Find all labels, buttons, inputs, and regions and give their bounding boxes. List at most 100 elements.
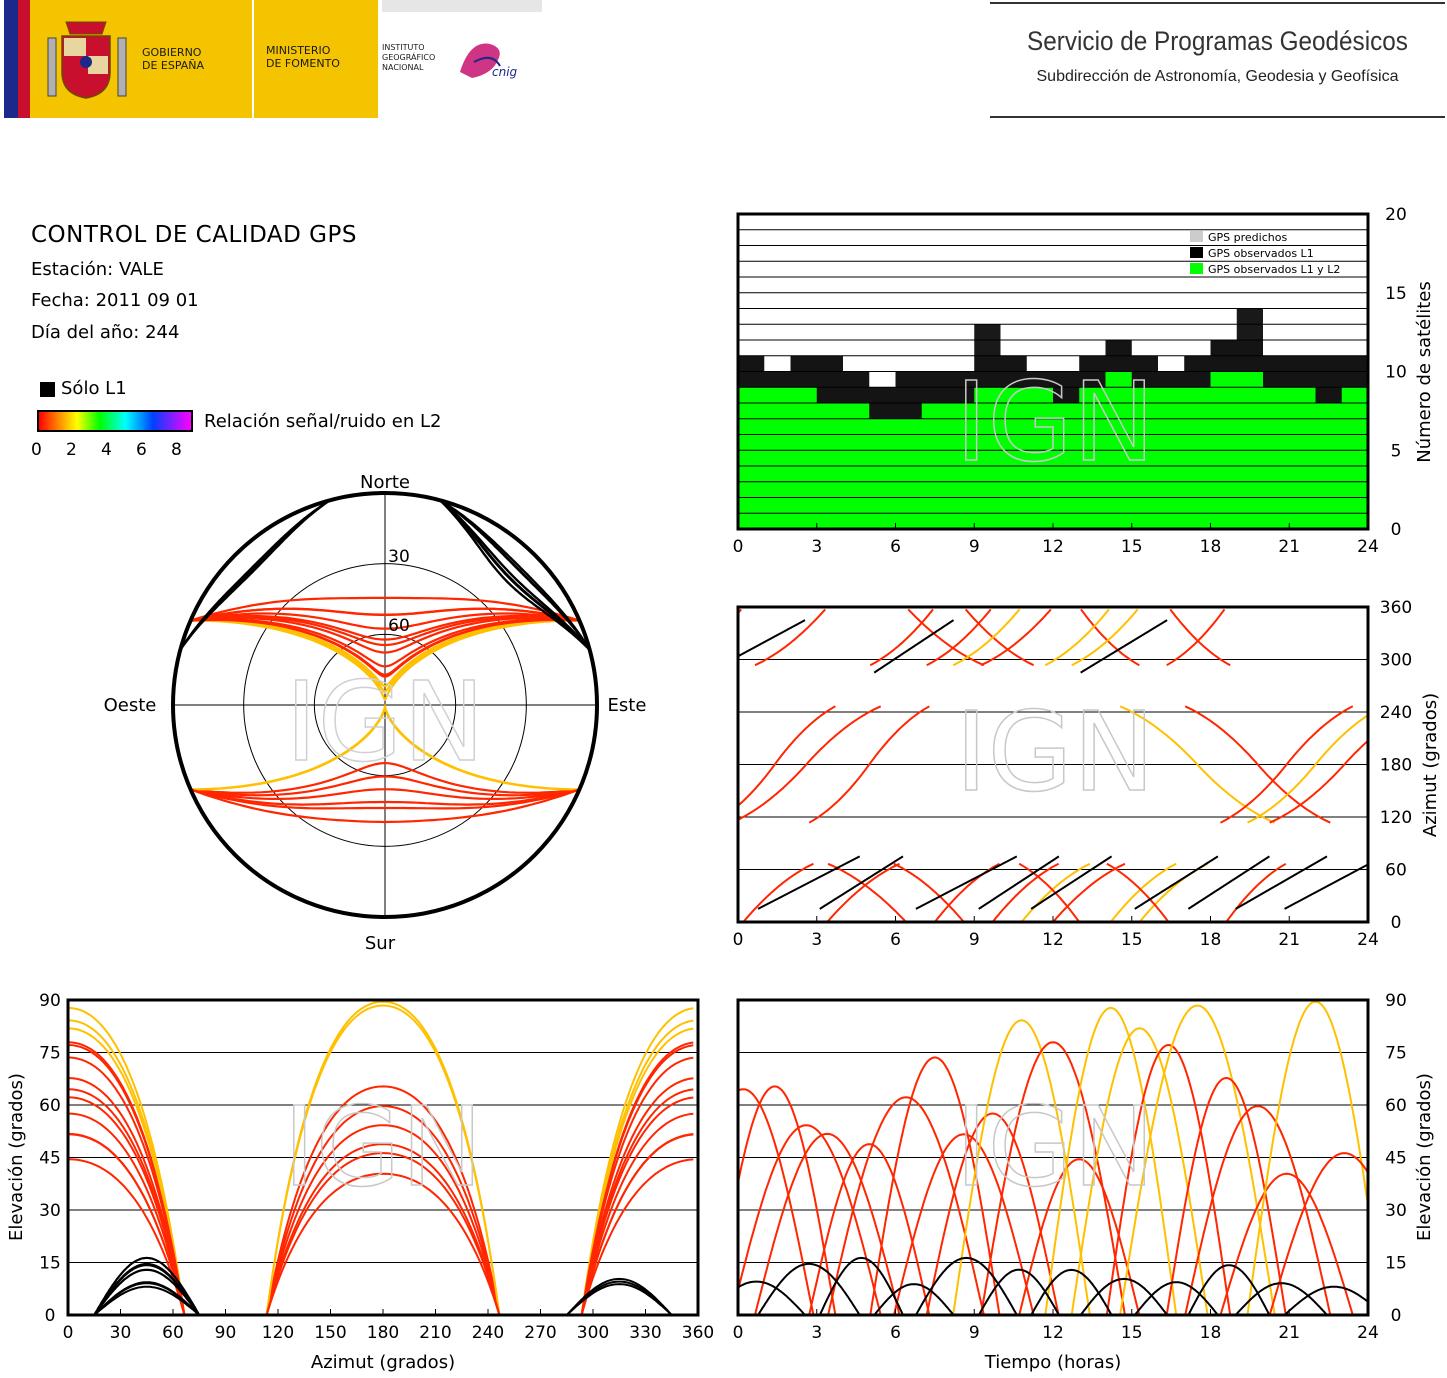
x-tick-label: 120: [262, 1323, 294, 1343]
elevation-time-track: [808, 1143, 931, 1315]
elevation-time-track: [738, 1085, 837, 1315]
azimuth-track: [738, 608, 814, 922]
east-label: Este: [608, 695, 647, 716]
elevation-time-track: [925, 1112, 1060, 1315]
x-tick-label: 24: [1357, 537, 1379, 557]
legend-swatch-l1: [1190, 247, 1203, 258]
l1-only-swatch: [40, 382, 55, 397]
x-tick-label: 150: [314, 1323, 346, 1343]
elevation-azimuth-track: [68, 1044, 694, 1315]
x-tick-label: 0: [733, 1323, 744, 1343]
x-tick-label: 21: [1278, 1323, 1300, 1343]
legend-predicted: GPS predichos: [1208, 231, 1287, 244]
y-tick-label: 60: [1385, 1096, 1407, 1116]
elevation-time-track: [738, 1124, 882, 1315]
sky-track: [190, 612, 580, 630]
y-tick-label: 75: [39, 1044, 61, 1064]
eu-flag-stripe: [4, 0, 18, 118]
ring-label-30: 30: [388, 547, 410, 567]
azimuth-track: [873, 619, 955, 674]
y-axis-label: Elevación (grados): [1414, 1073, 1435, 1241]
snr-tick: 6: [136, 440, 147, 460]
ign-watermark: IGN: [955, 688, 1155, 816]
azimuth-track: [827, 608, 985, 922]
x-tick-label: 9: [969, 537, 980, 557]
y-tick-label: 75: [1385, 1044, 1407, 1064]
elevation-time-track: [1187, 1264, 1271, 1315]
snr-tick: 4: [101, 440, 112, 460]
coat-of-arms-icon: [47, 21, 127, 99]
logo-text-line: INSTITUTO: [382, 43, 425, 52]
y-tick-label: 240: [1380, 703, 1412, 723]
logo-text-line: GEOGRÁFICO: [382, 51, 435, 62]
x-tick-label: 21: [1278, 537, 1300, 557]
y-tick-label: 30: [39, 1201, 61, 1221]
skyplot: IGN Norte Sur Este Oeste 30 60: [104, 472, 647, 954]
elevation-time-track: [1079, 1277, 1168, 1315]
south-label: Sur: [365, 933, 396, 954]
sky-track: [179, 499, 331, 651]
azimuth-track: [738, 705, 882, 821]
sky-track: [190, 619, 580, 702]
azimuth-track: [1166, 608, 1287, 922]
sky-track: [439, 499, 591, 651]
elevation-azimuth-track: [93, 1282, 200, 1315]
sky-track: [190, 618, 580, 676]
ign-watermark: IGN: [955, 358, 1155, 486]
report-title: CONTROL DE CALIDAD GPS: [31, 222, 357, 248]
legend: GPS predichos GPS observados L1 GPS obse…: [1190, 231, 1340, 276]
elevation-azimuth-track: [566, 1277, 673, 1315]
y-tick-label: 10: [1385, 363, 1407, 383]
ring-label-60: 60: [388, 616, 410, 636]
ign-watermark: IGN: [285, 658, 485, 786]
elevation-azimuth-track: [566, 1283, 673, 1315]
sky-track: [439, 499, 591, 651]
azimuth-track: [926, 608, 1060, 922]
azimuth-track: [808, 705, 930, 824]
y-tick-label: 90: [39, 991, 61, 1011]
azimuth-track: [980, 608, 1126, 922]
elevation-time-track: [869, 1056, 1001, 1315]
logo-text-line: MINISTERIO: [266, 44, 331, 57]
y-tick-label: 45: [39, 1149, 61, 1169]
azimuth-track: [1187, 855, 1270, 910]
x-tick-label: 18: [1200, 1323, 1222, 1343]
x-tick-label: 240: [472, 1323, 504, 1343]
x-tick-label: 330: [629, 1323, 661, 1343]
sky-track: [190, 619, 580, 693]
sky-track: [190, 616, 580, 654]
legend-l1: GPS observados L1: [1208, 247, 1314, 260]
x-tick-label: 30: [110, 1323, 132, 1343]
snr-label: Relación señal/ruido en L2: [204, 411, 442, 432]
elevation-time-track: [1219, 1172, 1354, 1315]
sky-track: [190, 788, 580, 824]
azimuth-track: [754, 608, 900, 922]
y-tick-label: 5: [1391, 441, 1402, 461]
elevation-time-track: [892, 1133, 1035, 1315]
ministerio-panel: [254, 0, 378, 118]
ign-watermark: IGN: [283, 1083, 483, 1211]
sky-track: [439, 499, 591, 651]
x-tick-label: 15: [1121, 1323, 1143, 1343]
x-tick-label: 24: [1357, 930, 1379, 950]
snr-tick: 0: [31, 440, 42, 460]
logo-text-line: DE ESPAÑA: [142, 59, 205, 72]
y-tick-label: 0: [1391, 913, 1402, 933]
sky-track: [190, 788, 580, 806]
x-tick-label: 3: [811, 930, 822, 950]
x-tick-label: 24: [1357, 1323, 1379, 1343]
satellite-count-plot: IGN 0 3 6 9 12 15 18 21 24 0 5 10 15 20 GPS predichos…: [733, 205, 1435, 557]
x-axis-label: Azimut (grados): [311, 1352, 455, 1373]
logo-text-line: DE FOMENTO: [266, 57, 340, 70]
y-tick-label: 30: [1385, 1201, 1407, 1221]
x-tick-label: 210: [419, 1323, 451, 1343]
x-tick-label: 3: [811, 537, 822, 557]
elevation-time-track: [1234, 1282, 1328, 1315]
azimuth-track: [893, 608, 1035, 922]
sky-track: [439, 499, 591, 651]
elevation-azimuth-track: [93, 1264, 201, 1315]
azimuth-track: [757, 855, 861, 910]
